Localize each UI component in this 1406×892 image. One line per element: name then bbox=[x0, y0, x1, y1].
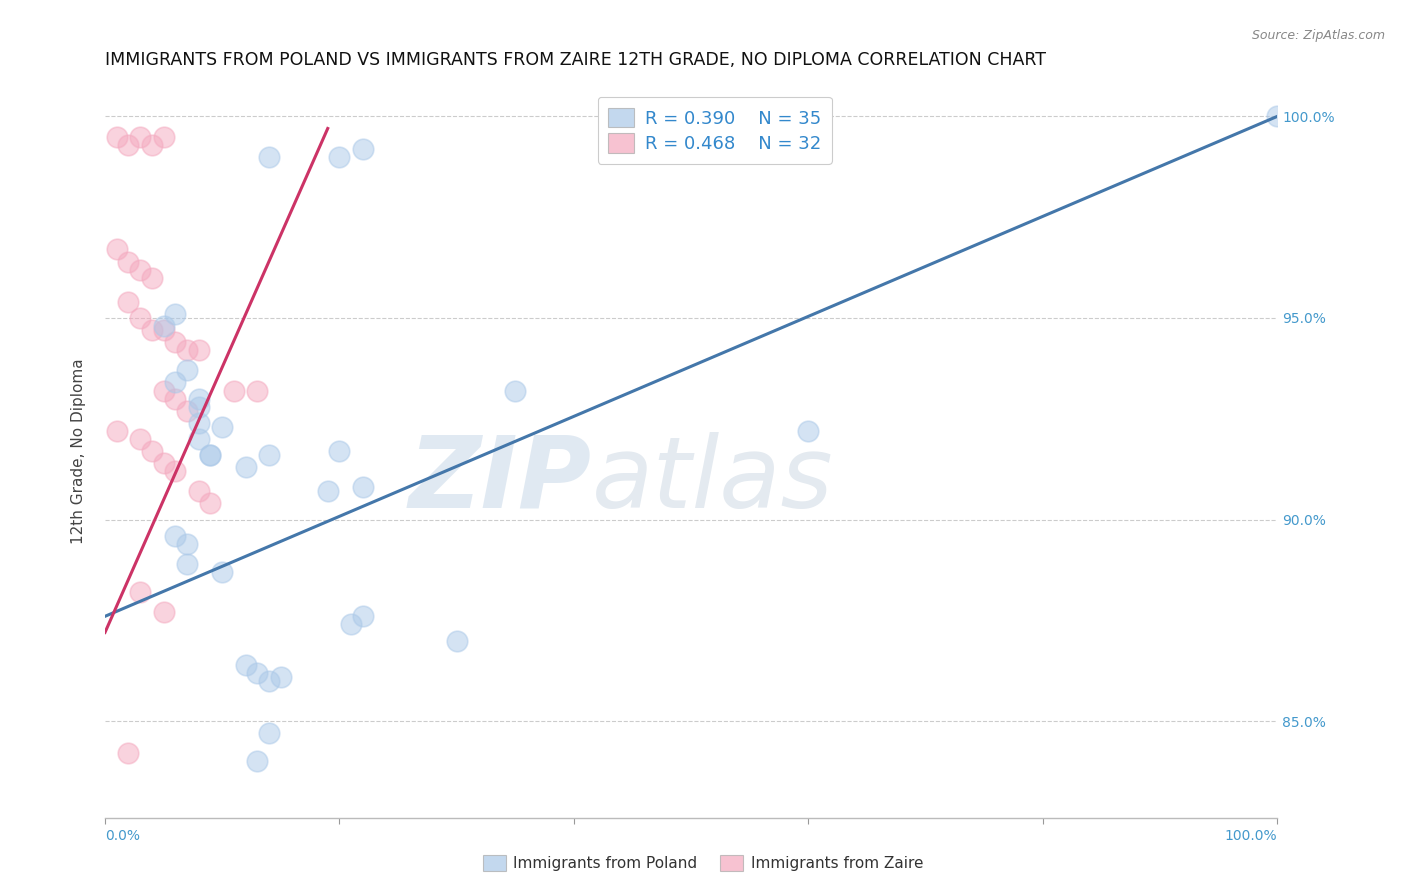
Text: IMMIGRANTS FROM POLAND VS IMMIGRANTS FROM ZAIRE 12TH GRADE, NO DIPLOMA CORRELATI: IMMIGRANTS FROM POLAND VS IMMIGRANTS FRO… bbox=[105, 51, 1046, 69]
Point bbox=[352, 609, 374, 624]
Point bbox=[246, 755, 269, 769]
Point bbox=[187, 432, 209, 446]
Point bbox=[141, 444, 163, 458]
Point bbox=[152, 456, 174, 470]
Point bbox=[129, 310, 152, 325]
Point bbox=[187, 400, 209, 414]
Text: atlas: atlas bbox=[592, 432, 834, 529]
Point bbox=[503, 384, 526, 398]
Point bbox=[141, 137, 163, 152]
Text: ZIP: ZIP bbox=[409, 432, 592, 529]
Point bbox=[211, 565, 233, 579]
Point bbox=[352, 142, 374, 156]
Point bbox=[129, 827, 152, 841]
Point bbox=[328, 150, 350, 164]
Point bbox=[152, 384, 174, 398]
Point bbox=[117, 254, 139, 268]
Point bbox=[200, 496, 222, 510]
Point bbox=[117, 137, 139, 152]
Point bbox=[246, 384, 269, 398]
Point bbox=[446, 633, 468, 648]
Point bbox=[222, 384, 245, 398]
Point bbox=[257, 673, 280, 688]
Point bbox=[165, 392, 187, 406]
Point bbox=[328, 444, 350, 458]
Point bbox=[797, 424, 820, 438]
Point bbox=[246, 665, 269, 680]
Point bbox=[235, 657, 257, 672]
Point bbox=[129, 262, 152, 277]
Point bbox=[165, 529, 187, 543]
Point bbox=[105, 129, 128, 144]
Point bbox=[105, 424, 128, 438]
Legend: R = 0.390    N = 35, R = 0.468    N = 32: R = 0.390 N = 35, R = 0.468 N = 32 bbox=[598, 97, 831, 164]
Point bbox=[152, 319, 174, 334]
Point bbox=[152, 605, 174, 619]
Point bbox=[152, 323, 174, 337]
Point bbox=[176, 363, 198, 377]
Point bbox=[117, 747, 139, 761]
Text: 0.0%: 0.0% bbox=[105, 830, 141, 843]
Point bbox=[200, 448, 222, 462]
Point bbox=[152, 129, 174, 144]
Point bbox=[165, 307, 187, 321]
Y-axis label: 12th Grade, No Diploma: 12th Grade, No Diploma bbox=[72, 359, 86, 544]
Point bbox=[165, 464, 187, 478]
Point bbox=[129, 432, 152, 446]
Point bbox=[176, 343, 198, 358]
Legend: Immigrants from Poland, Immigrants from Zaire: Immigrants from Poland, Immigrants from … bbox=[477, 849, 929, 877]
Point bbox=[187, 392, 209, 406]
Point bbox=[176, 403, 198, 417]
Point bbox=[187, 343, 209, 358]
Point bbox=[235, 460, 257, 475]
Point bbox=[257, 448, 280, 462]
Point bbox=[257, 150, 280, 164]
Point bbox=[352, 480, 374, 494]
Point bbox=[316, 484, 339, 499]
Point bbox=[165, 376, 187, 390]
Point bbox=[141, 270, 163, 285]
Point bbox=[165, 335, 187, 350]
Point bbox=[340, 617, 363, 632]
Point bbox=[187, 416, 209, 430]
Point bbox=[211, 420, 233, 434]
Point bbox=[187, 484, 209, 499]
Point bbox=[257, 726, 280, 740]
Text: 100.0%: 100.0% bbox=[1225, 830, 1277, 843]
Point bbox=[200, 448, 222, 462]
Point bbox=[1265, 109, 1288, 123]
Point bbox=[176, 537, 198, 551]
Point bbox=[141, 323, 163, 337]
Point bbox=[117, 294, 139, 309]
Point bbox=[270, 670, 292, 684]
Point bbox=[176, 557, 198, 571]
Point bbox=[129, 129, 152, 144]
Point bbox=[105, 243, 128, 257]
Point bbox=[129, 585, 152, 599]
Text: Source: ZipAtlas.com: Source: ZipAtlas.com bbox=[1251, 29, 1385, 42]
